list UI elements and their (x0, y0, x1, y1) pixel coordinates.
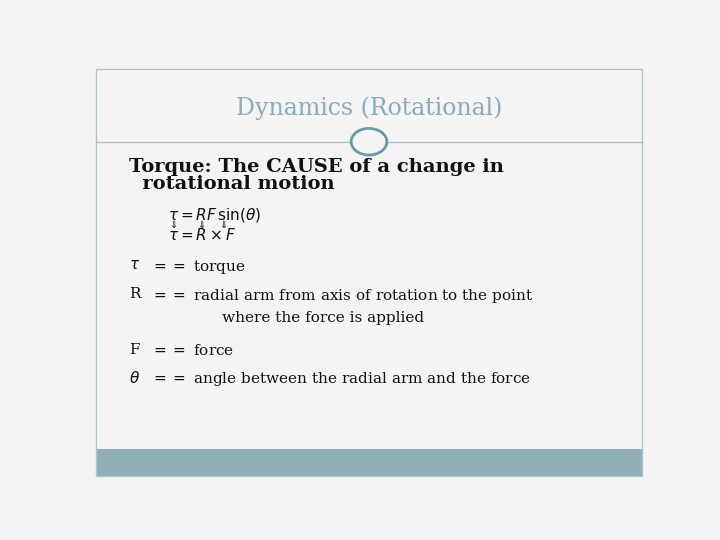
Text: $\tau$: $\tau$ (129, 258, 140, 272)
Text: where the force is applied: where the force is applied (188, 312, 424, 326)
Text: R: R (129, 287, 140, 301)
Text: $==$ radial arm from axis of rotation to the point: $==$ radial arm from axis of rotation to… (151, 287, 534, 305)
Text: F: F (129, 343, 140, 357)
Text: $==$ force: $==$ force (151, 343, 235, 359)
Text: Torque: The CAUSE of a change in: Torque: The CAUSE of a change in (129, 158, 504, 177)
Text: $==$ angle between the radial arm and the force: $==$ angle between the radial arm and th… (151, 370, 531, 388)
Text: $\theta$: $\theta$ (129, 370, 140, 387)
Circle shape (351, 129, 387, 155)
Text: $\tau = R \times F$: $\tau = R \times F$ (168, 227, 236, 243)
Text: ⇓: ⇓ (168, 219, 177, 230)
Text: $== $ torque: $== $ torque (151, 258, 246, 276)
Text: Dynamics (Rotational): Dynamics (Rotational) (236, 97, 502, 120)
Text: rotational motion: rotational motion (129, 175, 335, 193)
Text: ⇓: ⇓ (220, 219, 228, 230)
Text: $\tau = RF\,\mathrm{sin}(\theta)$: $\tau = RF\,\mathrm{sin}(\theta)$ (168, 206, 261, 224)
Bar (96, 449, 642, 476)
Text: ⇓: ⇓ (197, 219, 205, 230)
